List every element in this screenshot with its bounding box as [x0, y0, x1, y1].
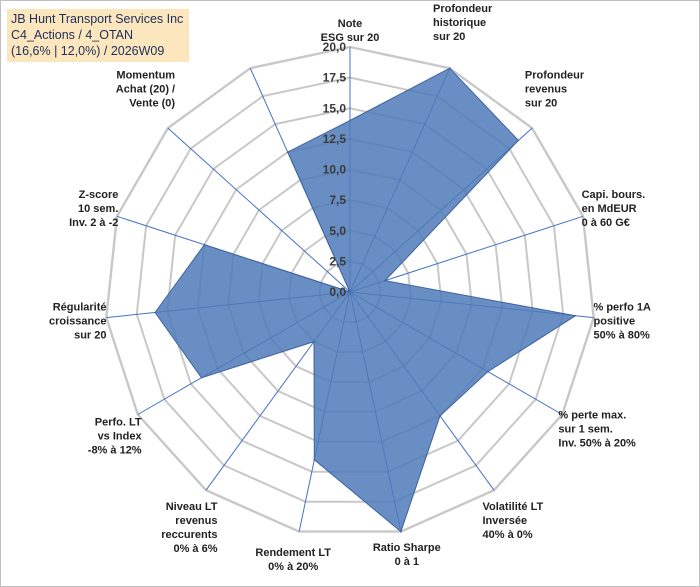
- chart-title-box: JB Hunt Transport Services Inc C4_Action…: [7, 9, 190, 62]
- axis-label-7: Ratio Sharpe 0 à 1: [373, 542, 441, 568]
- axis-label-6: Volatilité LT Inversée 40% à 0%: [483, 501, 544, 541]
- data-point-7: [400, 530, 402, 533]
- axis-label-10: Perfo. LT vs Index -8% à 12%: [88, 417, 143, 457]
- data-point-8: [313, 459, 316, 461]
- tick-layer: 0,0 2,5 5,0 7,5 10,0 12,5 15,0 17,5 20,0: [323, 40, 347, 299]
- label-layer: Note ESG sur 20 Profondeur historique sur 20…: [49, 3, 651, 573]
- series-layer: [154, 67, 577, 533]
- portfolio-path: C4_Actions / 4_OTAN: [11, 28, 134, 42]
- axis-label-2: Profondeur revenus sur 20: [525, 70, 585, 110]
- axis-label-9: Niveau LT revenus reccurents 0% à 6%: [161, 501, 218, 555]
- data-point-14: [286, 151, 289, 153]
- tick-label: 5,0: [329, 224, 346, 238]
- spoke-3: [349, 215, 584, 293]
- tick-label: 20,0: [323, 40, 347, 54]
- company-name: JB Hunt Transport Services Inc: [11, 12, 184, 26]
- data-point-0: [349, 119, 351, 122]
- series-area-0: [154, 67, 577, 533]
- tick-label: 0,0: [329, 285, 346, 299]
- data-point-5: [487, 370, 489, 373]
- data-point-13: [349, 291, 351, 293]
- axis-label-12: Z-score 10 sem. Inv. 2 à -2: [69, 189, 118, 229]
- data-point-9: [313, 340, 315, 343]
- data-point-1: [448, 67, 451, 69]
- tick-label: 2,5: [329, 254, 346, 268]
- data-point-11: [154, 311, 156, 314]
- performance-week: (16,6% | 12,0%) / 2026W09: [11, 44, 165, 58]
- data-point-12: [203, 243, 206, 246]
- data-point-3: [384, 279, 386, 282]
- axis-label-5: % perte max. sur 1 sem. Inv. 50% à 20%: [558, 410, 636, 450]
- grid-ring-7: [135, 76, 565, 503]
- tick-label: 15,0: [323, 101, 347, 115]
- tick-label: 7,5: [329, 193, 346, 207]
- axis-label-3: Capi. bours. en MdEUR 0 à 60 G€: [582, 189, 646, 229]
- axis-label-0: Note ESG sur 20: [321, 18, 380, 44]
- tick-label: 10,0: [323, 163, 347, 177]
- axis-label-13: Momentum Achat (20) / Vente (0): [116, 70, 176, 110]
- tick-label: 12,5: [323, 132, 347, 146]
- axis-label-1: Profondeur historique sur 20: [433, 3, 493, 43]
- data-point-6: [439, 415, 441, 417]
- data-point-10: [200, 377, 203, 379]
- data-point-2: [517, 139, 520, 142]
- axis-label-4: % perfo 1A positive 50% à 80%: [594, 302, 652, 342]
- spoke-13: [167, 127, 351, 293]
- data-point-4: [574, 314, 577, 317]
- tick-label: 17,5: [323, 71, 347, 85]
- axis-label-8: Rendement LT 0% à 20%: [255, 547, 331, 573]
- axis-label-11: Régularité croissance sur 20: [49, 302, 106, 342]
- grid-ring-8: [105, 45, 595, 533]
